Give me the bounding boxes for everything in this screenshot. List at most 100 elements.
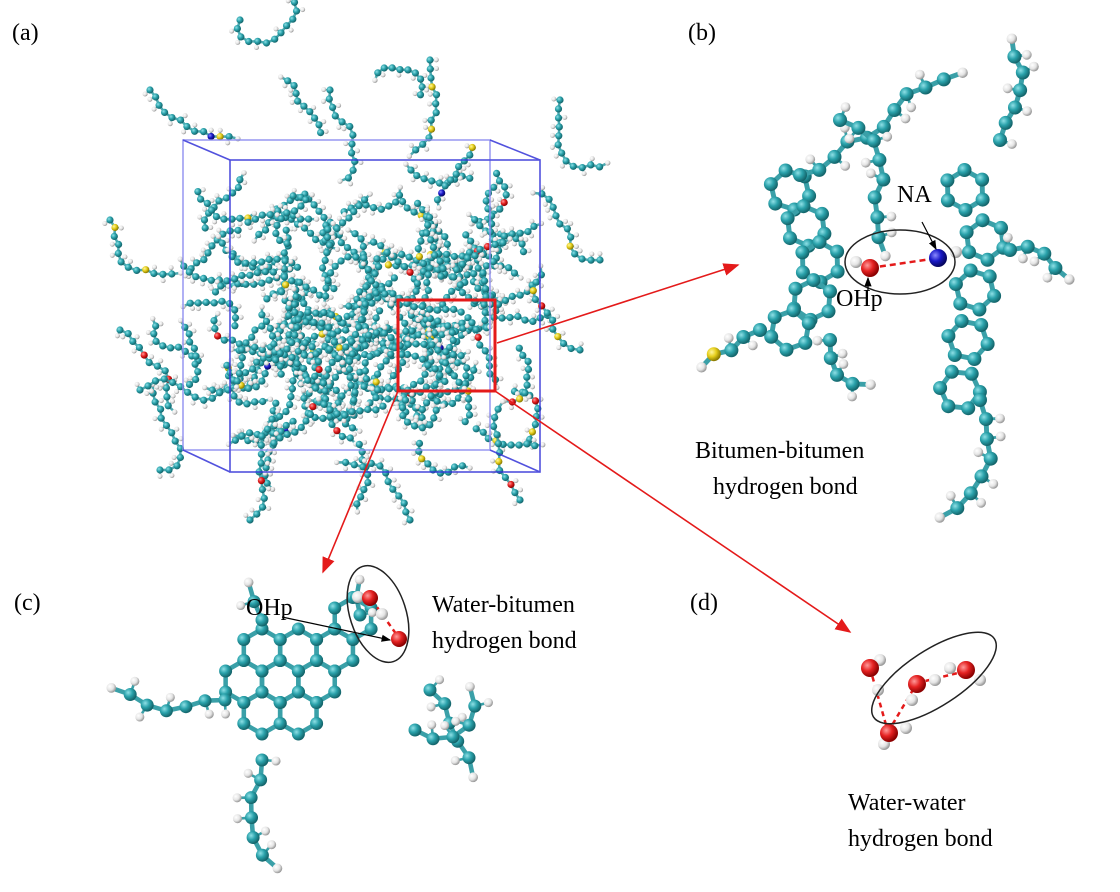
- atom: [176, 444, 184, 453]
- atom: [474, 333, 482, 341]
- atom: [242, 339, 250, 347]
- atom: [377, 399, 383, 405]
- atom: [258, 211, 266, 219]
- atom: [482, 262, 491, 270]
- atom: [531, 313, 537, 319]
- atom: [356, 247, 362, 253]
- atom: [207, 132, 215, 141]
- atom: [348, 350, 357, 358]
- atom: [336, 102, 342, 109]
- atom: [512, 383, 518, 389]
- atom: [172, 409, 178, 415]
- atom: [275, 408, 281, 414]
- atom: [336, 215, 342, 221]
- atom: [778, 163, 793, 178]
- atom: [320, 308, 328, 317]
- atom: [450, 273, 458, 281]
- atom: [432, 91, 441, 99]
- atom: [410, 204, 416, 210]
- atom: [512, 501, 518, 507]
- atom: [553, 153, 559, 159]
- atom: [538, 396, 544, 402]
- atom: [373, 349, 381, 357]
- atom: [461, 418, 469, 426]
- atom: [215, 233, 222, 239]
- atom: [362, 283, 370, 291]
- atom: [320, 400, 328, 408]
- atom: [337, 350, 344, 356]
- atom: [384, 478, 392, 486]
- atom: [291, 308, 299, 316]
- atom: [253, 358, 261, 366]
- atom: [454, 181, 460, 187]
- atom: [432, 213, 438, 219]
- atom: [253, 338, 259, 344]
- atom: [127, 258, 134, 264]
- atom: [293, 323, 301, 332]
- atom: [215, 310, 221, 317]
- atom: [338, 432, 346, 441]
- atom: [331, 262, 339, 270]
- atom: [258, 311, 266, 319]
- atom: [317, 405, 323, 411]
- atom: [578, 255, 586, 263]
- atom: [159, 382, 165, 388]
- atom: [464, 314, 472, 322]
- atom: [780, 211, 795, 226]
- atom: [203, 199, 211, 207]
- atom: [351, 331, 360, 339]
- atom: [498, 306, 504, 312]
- atom: [345, 214, 353, 222]
- atom: [271, 35, 279, 43]
- atom: [242, 377, 249, 383]
- atom: [547, 215, 553, 221]
- atom: [563, 225, 572, 233]
- atom: [151, 398, 159, 406]
- atom: [432, 406, 440, 414]
- atom: [362, 232, 368, 238]
- atom: [388, 243, 395, 249]
- atom: [427, 125, 436, 133]
- atom: [436, 205, 442, 211]
- atom: [414, 245, 422, 253]
- atom: [320, 276, 326, 282]
- atom: [468, 143, 476, 152]
- atom: [352, 253, 360, 261]
- atom: [374, 370, 382, 378]
- atom: [351, 388, 359, 396]
- atom: [387, 271, 393, 277]
- atom: [385, 202, 393, 210]
- atom: [387, 334, 395, 342]
- atom: [407, 166, 415, 174]
- atom: [415, 404, 421, 410]
- atom: [578, 164, 586, 172]
- atom: [151, 377, 160, 385]
- atom: [192, 273, 200, 281]
- atom: [419, 355, 427, 363]
- atom: [262, 328, 268, 334]
- atom: [496, 205, 504, 213]
- atom: [297, 334, 303, 340]
- atom: [372, 305, 378, 311]
- atom: [284, 193, 290, 199]
- atom: [422, 117, 428, 123]
- atom: [436, 469, 444, 477]
- atom: [163, 393, 171, 401]
- atom: [285, 311, 293, 320]
- atom: [160, 375, 168, 383]
- atom: [200, 256, 208, 264]
- atom: [295, 212, 301, 218]
- atom: [275, 332, 281, 338]
- atom: [285, 0, 291, 4]
- atom: [319, 264, 327, 272]
- atom: [514, 308, 520, 314]
- atom: [554, 333, 562, 341]
- atom: [300, 394, 308, 402]
- atom: [265, 451, 271, 457]
- atom: [460, 396, 466, 402]
- atom: [260, 342, 266, 348]
- atom: [197, 214, 203, 220]
- atom: [531, 397, 540, 405]
- atom: [410, 303, 418, 311]
- atom: [389, 252, 395, 259]
